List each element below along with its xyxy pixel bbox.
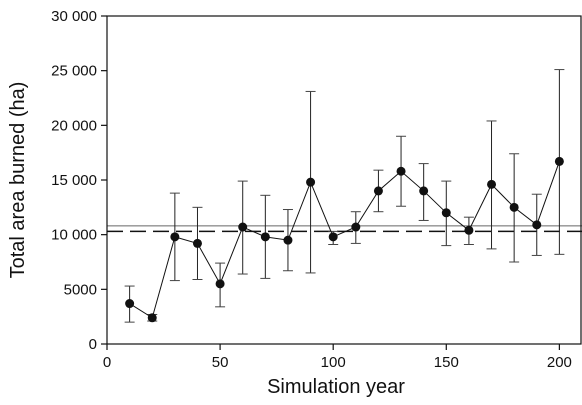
data-point [554,156,564,166]
data-point [396,166,406,176]
data-point [215,279,225,289]
series-line [129,161,560,319]
y-tick-label: 15 000 [51,172,97,189]
error-bars [124,69,565,323]
y-axis-title: Total area burned (ha) [7,82,29,279]
y-tick-label: 0 [89,336,97,353]
data-point [532,220,542,230]
plot-frame [106,15,582,345]
y-tick-label: 20 000 [51,117,97,134]
data-point [351,222,361,232]
data-point [306,177,316,187]
data-point [464,225,474,235]
data-point [509,202,519,212]
x-tick-label: 50 [212,354,229,371]
x-tick-label: 0 [103,354,111,371]
x-tick-label: 200 [547,354,572,371]
data-point [125,299,135,309]
x-tick-label: 150 [434,354,459,371]
data-points [125,156,564,323]
reference-lines [107,225,582,233]
x-ticks: 0 50 100 150 200 [103,344,572,371]
y-ticks: 0 5000 10 000 15 000 20 000 25 000 30 000 [51,8,107,353]
data-point [283,235,293,245]
data-point [238,222,248,232]
data-point [328,232,338,242]
x-axis-title: Simulation year [267,376,405,398]
data-point [441,208,451,218]
y-tick-label: 30 000 [51,8,97,25]
plot-border [106,15,582,345]
series-polyline [129,161,560,319]
data-point [170,232,180,242]
data-point [260,232,270,242]
data-point [419,186,429,196]
y-tick-label: 10 000 [51,227,97,244]
data-point [373,186,383,196]
x-tick-label: 100 [321,354,346,371]
data-point [192,238,202,248]
y-tick-label: 25 000 [51,63,97,80]
y-tick-label: 5000 [64,281,97,298]
data-point [487,179,497,189]
data-point [147,313,157,323]
